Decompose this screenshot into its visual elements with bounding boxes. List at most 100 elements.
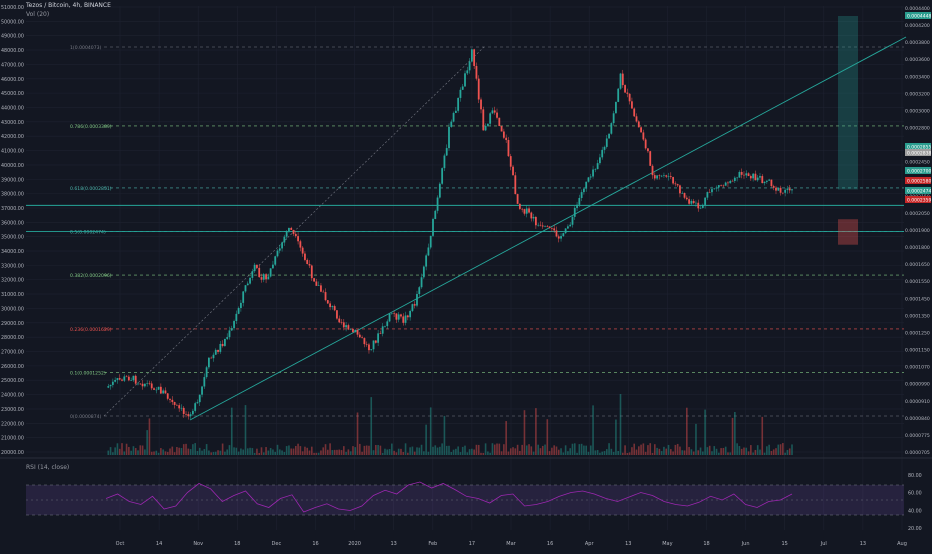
candle-body	[406, 315, 409, 318]
volume-bar	[294, 445, 297, 455]
candle-body	[121, 379, 123, 381]
volume-bar	[734, 411, 736, 455]
candle-body	[541, 225, 544, 227]
volume-bar	[587, 451, 590, 455]
candle-body	[125, 376, 128, 378]
candle-body	[356, 329, 359, 335]
volume-bar	[557, 449, 560, 455]
candle-body	[285, 231, 288, 237]
candle-body	[477, 78, 480, 100]
volume-bar	[434, 445, 437, 455]
candle-body	[553, 228, 556, 231]
volume-bar	[686, 407, 688, 455]
volume-bar	[413, 451, 416, 455]
rsi-y-tick: 60.00	[908, 491, 922, 497]
y-tick-left: 34000.00	[1, 249, 24, 255]
candle-body	[436, 197, 439, 211]
candle-body	[127, 376, 130, 381]
volume-bar	[322, 447, 325, 455]
volume-bar	[176, 446, 178, 455]
candle-body	[370, 349, 373, 351]
volume-bar	[530, 446, 533, 455]
volume-bar	[432, 446, 434, 455]
volume-bar	[240, 448, 242, 455]
candle-body	[589, 176, 592, 178]
candle-body	[381, 326, 384, 334]
candle-body	[205, 367, 208, 378]
volume-bar	[695, 423, 697, 455]
volume-bar	[370, 397, 373, 455]
fib-level-label: 0.786(0.0003389)	[70, 124, 112, 130]
candle-body	[292, 229, 295, 234]
volume-bar	[743, 447, 745, 455]
volume-bar	[747, 451, 750, 455]
candle-body	[180, 407, 183, 409]
candle-body	[633, 108, 636, 117]
candle-body	[759, 176, 761, 178]
candle-body	[496, 112, 498, 118]
candle-body	[621, 73, 624, 86]
y-tick-left: 37000.00	[1, 206, 24, 212]
volume-bar	[283, 451, 286, 455]
volume-bar	[423, 451, 425, 455]
candle-body	[141, 383, 144, 387]
volume-bar	[384, 448, 386, 455]
volume-bar	[402, 452, 405, 455]
candle-body	[475, 65, 478, 79]
candle-body	[788, 188, 791, 191]
candle-body	[297, 236, 299, 242]
volume-bar	[583, 445, 585, 455]
candle-body	[146, 383, 149, 384]
fib-layer: 1(0.0004073) 0.786(0.0003389) 0.618(0.0002…	[26, 16, 904, 420]
candle-body	[605, 138, 608, 147]
volume-bar	[738, 446, 741, 455]
candle-body	[118, 378, 121, 380]
candle-body	[418, 287, 421, 295]
volume-bar	[272, 449, 274, 455]
candle-body	[505, 137, 508, 141]
candle-body	[628, 93, 631, 102]
volume-bar	[130, 450, 132, 455]
candle-body	[420, 277, 423, 288]
candle-body	[134, 375, 137, 384]
volume-bar	[132, 446, 135, 455]
candle-body	[137, 383, 139, 385]
candle-body	[159, 386, 162, 394]
volume-bar	[729, 452, 732, 455]
candle-body	[454, 110, 457, 113]
y-tick-right: 0.0003000	[905, 108, 930, 114]
volume-bar	[299, 446, 302, 455]
x-tick: Oct	[116, 541, 125, 547]
candle-body	[690, 200, 693, 204]
volume-bar	[628, 452, 631, 455]
volume-bar	[359, 443, 361, 455]
volume-bar	[155, 450, 158, 455]
volume-bar	[667, 444, 670, 455]
volume-bar	[278, 449, 281, 455]
volume-bar	[603, 451, 606, 455]
candle-body	[770, 179, 773, 187]
volume-bar	[139, 445, 142, 455]
candle-body	[587, 177, 590, 182]
candle-body	[724, 182, 727, 186]
candle-body	[432, 218, 434, 236]
candle-body	[153, 388, 155, 390]
volume-bar	[409, 447, 411, 455]
volume-bar	[610, 448, 613, 455]
volume-bar	[615, 419, 617, 455]
candle-body	[166, 393, 169, 399]
x-tick: 14	[156, 541, 162, 547]
candle-body	[221, 343, 224, 346]
candle-body	[198, 394, 201, 403]
y-tick-right: 0.0001350	[905, 313, 930, 319]
volume-bar	[580, 443, 583, 455]
trendline-support	[189, 36, 907, 421]
volume-bar	[459, 452, 462, 455]
candle-body	[169, 398, 171, 400]
volume-bar	[251, 448, 254, 455]
candle-body	[438, 183, 441, 198]
y-tick-right: 0.0001650	[905, 262, 930, 268]
y-tick-left: 35000.00	[1, 235, 24, 241]
volume-bar	[118, 448, 121, 455]
volume-bar	[473, 449, 475, 455]
